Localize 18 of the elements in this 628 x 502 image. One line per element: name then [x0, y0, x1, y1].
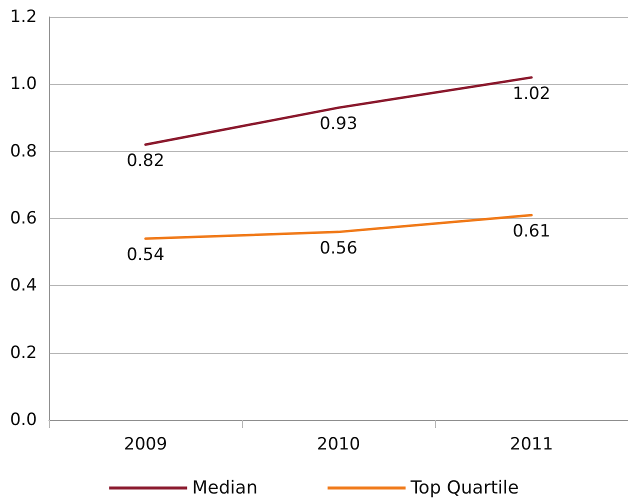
data-label: 1.02 — [512, 84, 550, 104]
y-tick-label: 0.4 — [10, 276, 37, 296]
y-tick-label: 0.8 — [10, 141, 37, 162]
x-tick-label: 2010 — [316, 434, 360, 454]
x-tick-label: 2011 — [510, 434, 554, 454]
y-tick-label: 0.0 — [10, 410, 37, 430]
x-tick-label: 2009 — [124, 434, 168, 454]
y-tick-label: 0.6 — [10, 208, 37, 228]
legend-label: Median — [192, 478, 258, 498]
data-label: 0.56 — [320, 238, 358, 258]
y-tick-label: 0.2 — [10, 342, 37, 363]
legend-label: Top Quartile — [410, 478, 519, 498]
data-label: 0.93 — [320, 114, 358, 134]
y-tick-label: 1.2 — [10, 7, 37, 27]
data-label: 0.61 — [512, 222, 550, 242]
data-label: 0.54 — [126, 245, 164, 266]
y-tick-label: 1.0 — [10, 74, 37, 94]
data-label: 0.82 — [126, 151, 164, 172]
